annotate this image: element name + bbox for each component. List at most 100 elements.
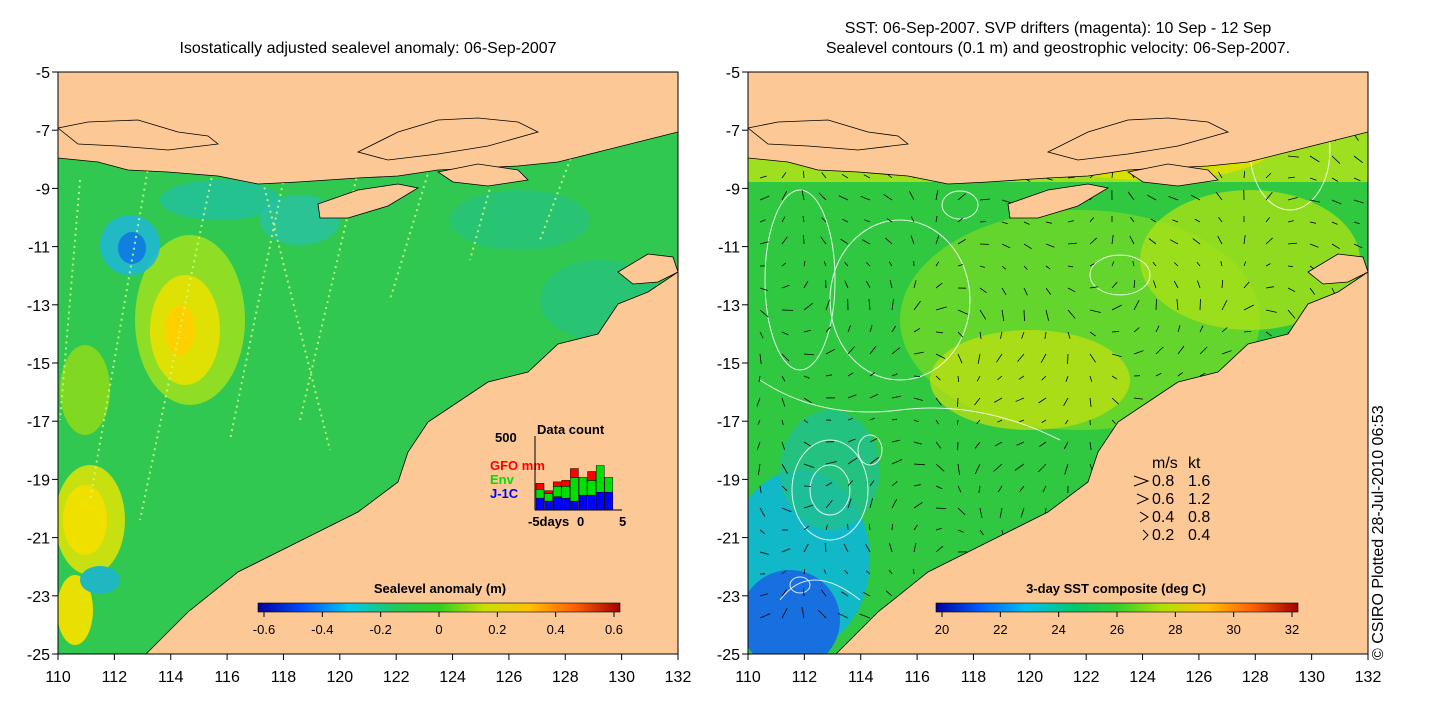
inset-bar-gfo xyxy=(552,481,562,487)
inset-bar-gfo xyxy=(570,468,579,478)
colorbar-tick-label: 0 xyxy=(435,622,442,637)
vel-ms: 0.8 xyxy=(1152,473,1174,490)
vel-arrow-0.4 xyxy=(1139,511,1149,523)
inset-bar-env xyxy=(570,477,579,502)
x-tick-label: 114 xyxy=(848,669,874,686)
x-tick-label: 132 xyxy=(1355,669,1382,686)
colorbar-tick-label: -0.2 xyxy=(369,622,391,637)
inset-bar-gfo xyxy=(561,480,571,487)
vel-arrow-0.2 xyxy=(1142,529,1149,541)
y-tick-label: -23 xyxy=(27,589,50,606)
vel-kt: 0.8 xyxy=(1188,509,1210,526)
y-tick-label: -7 xyxy=(36,123,50,140)
inset-bar-env xyxy=(535,489,545,499)
y-tick-label: -19 xyxy=(717,472,740,489)
inset-bar-env xyxy=(544,493,553,502)
y-tick-label: -19 xyxy=(27,472,50,489)
y-tick-label: -21 xyxy=(717,531,740,548)
x-tick-label: 122 xyxy=(383,669,410,686)
sla-colorbar: Sealevel anomaly (m) -0.6 -0.4 -0.2 0 0.2 0.4… xyxy=(253,581,623,637)
x-tick-label: 124 xyxy=(1129,669,1156,686)
inset-xlabel-end: 5 xyxy=(619,514,626,529)
inset-xlabel-start: -5days xyxy=(528,514,569,529)
x-tick-label: 110 xyxy=(45,669,71,686)
right-panel-title-line1: SST: 06-Sep-2007. SVP drifters (magenta)… xyxy=(844,20,1272,37)
inset-title: Data count xyxy=(537,422,605,437)
x-tick-label: 112 xyxy=(792,669,818,686)
colorbar-tick-label: 32 xyxy=(1285,622,1299,637)
right-panel-title-line2: Sealevel contours (0.1 m) and geostrophi… xyxy=(825,40,1291,57)
vel-header-kt: kt xyxy=(1188,455,1201,472)
x-tick-label: 122 xyxy=(1073,669,1100,686)
x-tick-label: 114 xyxy=(158,669,184,686)
vel-header-ms: m/s xyxy=(1152,455,1178,472)
vel-ms: 0.6 xyxy=(1152,491,1174,508)
sst-colorbar: 3-day SST composite (deg C) 20 22 24 26 28 30… xyxy=(935,581,1299,637)
inset-bar-env xyxy=(561,486,571,499)
inset-bar-gfo xyxy=(587,471,596,481)
inset-bar-jc xyxy=(544,500,553,511)
y-tick-label: -9 xyxy=(726,181,740,198)
sst-map xyxy=(748,72,1368,654)
legend-gfo: GFO mm xyxy=(490,458,545,473)
y-tick-label: -5 xyxy=(726,65,740,82)
inset-bar-env xyxy=(604,477,614,493)
inset-xlabel-mid: 0 xyxy=(577,514,584,529)
sst-colorbar-ramp xyxy=(935,602,1299,613)
colorbar-tick-label: 20 xyxy=(935,622,949,637)
credit-text: © CSIRO Plotted 28-Jul-2010 06:53 xyxy=(1370,405,1387,660)
y-tick-label: -13 xyxy=(717,298,740,315)
inset-bar-jc xyxy=(561,497,571,511)
sla-colorbar-ramp xyxy=(257,602,621,613)
x-tick-label: 116 xyxy=(214,669,240,686)
x-tick-label: 128 xyxy=(552,669,579,686)
data-count-inset: Data count 500 GFO mm Env J-1C -5days 0 … xyxy=(490,422,626,529)
vel-kt: 1.2 xyxy=(1188,491,1210,508)
colorbar-tick-label: 22 xyxy=(993,622,1007,637)
left-panel-title: Isostatically adjusted sealevel anomaly:… xyxy=(179,40,557,57)
axis-ticks: 110 112 114 116 118 120 122 124 126 128 130 132 -5 -7… xyxy=(27,65,1382,686)
x-tick-label: 132 xyxy=(665,669,692,686)
y-tick-label: -11 xyxy=(718,240,740,257)
legend-j1c: J-1C xyxy=(490,486,519,501)
sealevel-contours xyxy=(759,89,1331,601)
inset-bar-env xyxy=(587,480,596,496)
colorbar-tick-label: 26 xyxy=(1110,622,1124,637)
inset-bar-env xyxy=(595,465,605,493)
vel-kt: 0.4 xyxy=(1188,527,1210,544)
colorbar-tick-label: -0.4 xyxy=(311,622,333,637)
y-tick-label: -5 xyxy=(36,65,50,82)
colorbar-tick-label: 0.2 xyxy=(488,622,506,637)
y-tick-label: -25 xyxy=(717,647,740,664)
inset-bar-gfo xyxy=(544,490,553,494)
sst-colorbar-label: 3-day SST composite (deg C) xyxy=(1026,581,1206,596)
vel-ms: 0.4 xyxy=(1152,509,1174,526)
x-tick-label: 130 xyxy=(1298,669,1325,686)
vel-arrow-0.6 xyxy=(1136,493,1150,505)
sla-colorbar-label: Sealevel anomaly (m) xyxy=(374,581,506,596)
y-tick-label: -11 xyxy=(28,240,50,257)
x-tick-label: 120 xyxy=(1016,669,1043,686)
y-tick-label: -17 xyxy=(27,414,50,431)
y-tick-label: -21 xyxy=(27,531,50,548)
vel-kt: 1.6 xyxy=(1188,473,1210,490)
x-tick-label: 120 xyxy=(326,669,353,686)
vel-arrow-0.8 xyxy=(1133,475,1150,487)
x-tick-label: 130 xyxy=(608,669,635,686)
x-tick-label: 116 xyxy=(904,669,930,686)
y-tick-label: -9 xyxy=(36,181,50,198)
x-tick-label: 118 xyxy=(961,669,987,686)
vel-ms: 0.2 xyxy=(1152,527,1174,544)
sealevel-anomaly-map xyxy=(58,72,678,654)
x-tick-label: 124 xyxy=(439,669,466,686)
x-tick-label: 110 xyxy=(735,669,761,686)
inset-bar-env xyxy=(578,477,588,496)
inset-bars xyxy=(535,465,614,511)
inset-bar-jc xyxy=(604,491,614,511)
inset-bar-jc xyxy=(552,496,562,511)
inset-bar-jc xyxy=(535,497,545,511)
inset-bar-jc xyxy=(578,494,588,511)
inset-ymax: 500 xyxy=(495,430,517,445)
velocity-legend: m/s kt 0.8 1.60.6 1.20.4 0.80.2 0.4 xyxy=(1133,455,1210,544)
y-tick-label: -15 xyxy=(27,356,50,373)
